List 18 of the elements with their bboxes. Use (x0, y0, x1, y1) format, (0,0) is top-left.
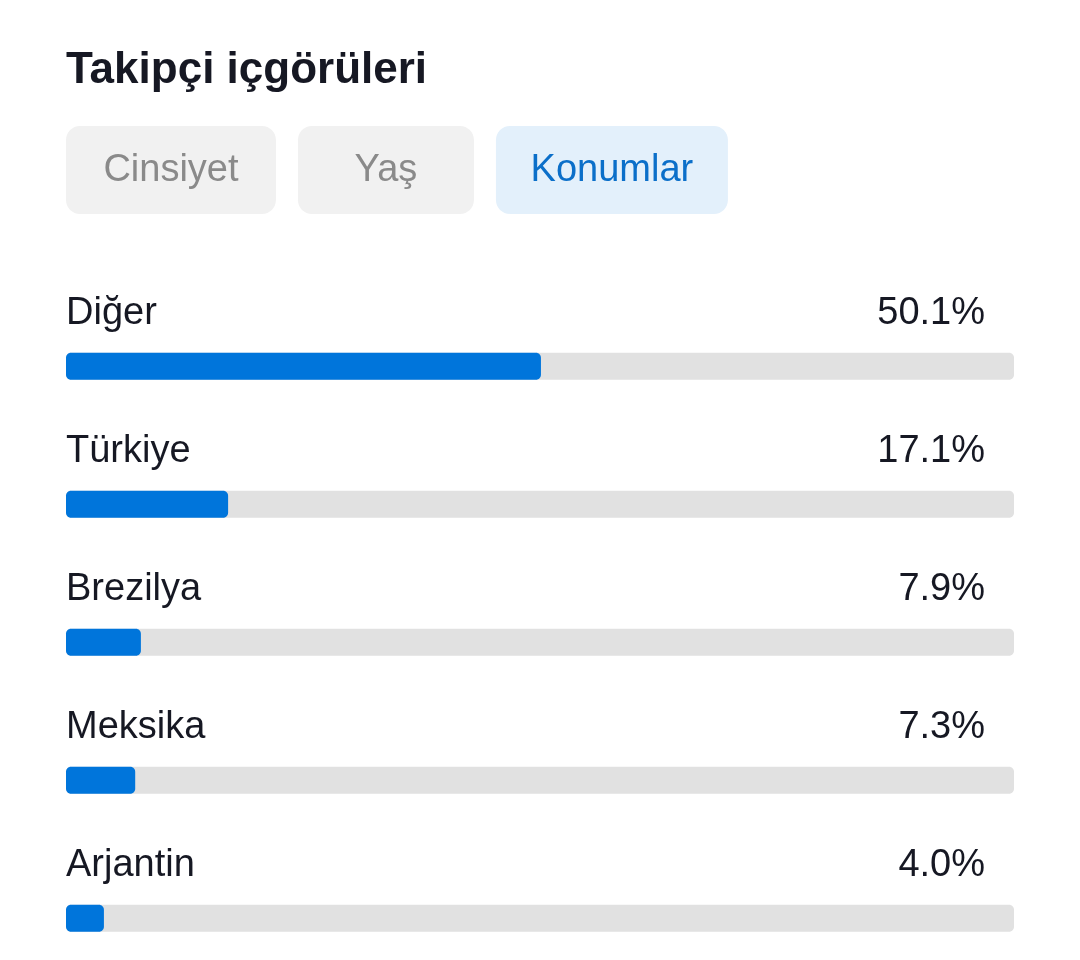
bar (66, 490, 229, 518)
data-label: 7.3% (898, 704, 985, 747)
bar (66, 628, 141, 656)
y-tick-label: Diğer (66, 290, 158, 333)
y-tick-label: Meksika (66, 704, 207, 747)
bar (66, 904, 104, 932)
data-label: 50.1% (877, 290, 985, 333)
bar (66, 766, 136, 794)
y-tick-label: Brezilya (66, 566, 203, 609)
data-label: 4.0% (898, 842, 985, 885)
y-tick-label: Arjantin (66, 842, 195, 885)
text: Yaş (354, 147, 418, 189)
data-label: 17.1% (877, 428, 985, 471)
y-tick-label: Türkiye (66, 428, 191, 471)
chart-title: Takipçi içgörüleri (66, 43, 428, 92)
data-label: 7.9% (898, 566, 985, 609)
text: Cinsiyet (103, 147, 239, 189)
text: Konumlar (530, 147, 694, 189)
